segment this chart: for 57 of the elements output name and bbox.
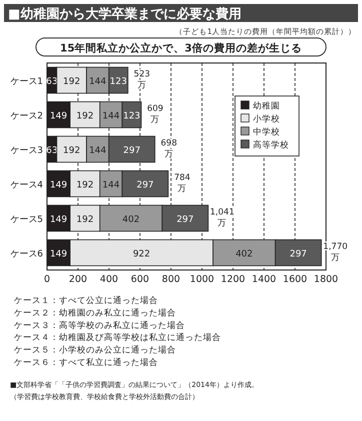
text: ケース６：すべて私立に通った場合 [14, 357, 158, 368]
data-label: 297 [176, 214, 194, 225]
total-label: 523 万 [134, 69, 150, 90]
total-label: 1,041 万 [210, 207, 234, 228]
x-tick-label: 400 [100, 274, 118, 285]
data-label: 144 [89, 76, 107, 87]
x-tick-label: 800 [162, 274, 180, 285]
text: ケース２：幼稚園のみ私立に通った場合 [14, 307, 176, 318]
data-label: 149 [50, 180, 68, 190]
legend-label: 高等学校 [253, 140, 289, 150]
total-label: 698 万 [160, 138, 177, 160]
y-tick-label: ケース1 [10, 76, 43, 87]
data-label: 123 [110, 76, 127, 87]
data-label: 402 [236, 249, 253, 260]
text: ケース１：すべて公立に通った場合 [14, 295, 158, 306]
chart-title: ■幼稚園から大学卒業までに必要な費用 [8, 6, 242, 22]
data-label: 144 [89, 146, 107, 156]
x-tick-label: 0 [44, 274, 50, 285]
x-tick-label: 1000 [190, 274, 214, 285]
data-label: 402 [122, 214, 140, 225]
x-tick-label: 600 [130, 274, 150, 285]
text: ケース４：幼稚園及び高等学校は私立に通った場合 [14, 332, 221, 344]
data-label: 63 [46, 146, 58, 156]
data-label: 192 [76, 180, 94, 190]
x-tick-label: 1200 [220, 274, 246, 285]
x-tick-label: 200 [68, 274, 88, 285]
y-tick-label: ケース2 [10, 111, 43, 122]
text: ケース３：高等学校のみ私立に通った場合 [14, 320, 185, 331]
total-label: 784 万 [174, 172, 190, 194]
data-label: 192 [76, 111, 94, 122]
legend-label: 小学校 [253, 114, 280, 124]
data-label: 192 [63, 146, 80, 156]
data-label: 63 [46, 76, 58, 87]
y-tick-label: ケース5 [10, 214, 43, 225]
x-tick-label: 1600 [282, 274, 308, 285]
legend-label: 幼稚園 [253, 100, 280, 112]
data-label: 149 [50, 214, 68, 225]
y-tick-label: ケース6 [10, 249, 44, 260]
x-tick-label: 1800 [314, 274, 338, 285]
data-label: 192 [76, 214, 94, 225]
data-label: 922 [132, 249, 150, 260]
y-tick-label: ケース3 [10, 146, 43, 156]
data-label: 297 [123, 146, 140, 156]
data-label: 123 [123, 111, 140, 122]
data-label: 192 [63, 76, 80, 87]
text: ケース５：小学校のみ公立に通った場合 [14, 344, 176, 356]
y-tick-label: ケース4 [10, 180, 44, 190]
data-label: 149 [50, 249, 68, 260]
text: 15年間私立か公立かで、3倍の費用の差が生じる [60, 42, 302, 54]
data-label: 149 [50, 111, 68, 122]
data-label: 297 [136, 180, 154, 190]
data-label: 144 [102, 111, 120, 122]
data-label: 297 [290, 249, 307, 260]
data-label: 144 [102, 180, 120, 190]
x-tick-label: 1400 [252, 274, 276, 285]
total-label: 609 万 [147, 104, 164, 125]
legend-label: 中学校 [253, 126, 280, 138]
